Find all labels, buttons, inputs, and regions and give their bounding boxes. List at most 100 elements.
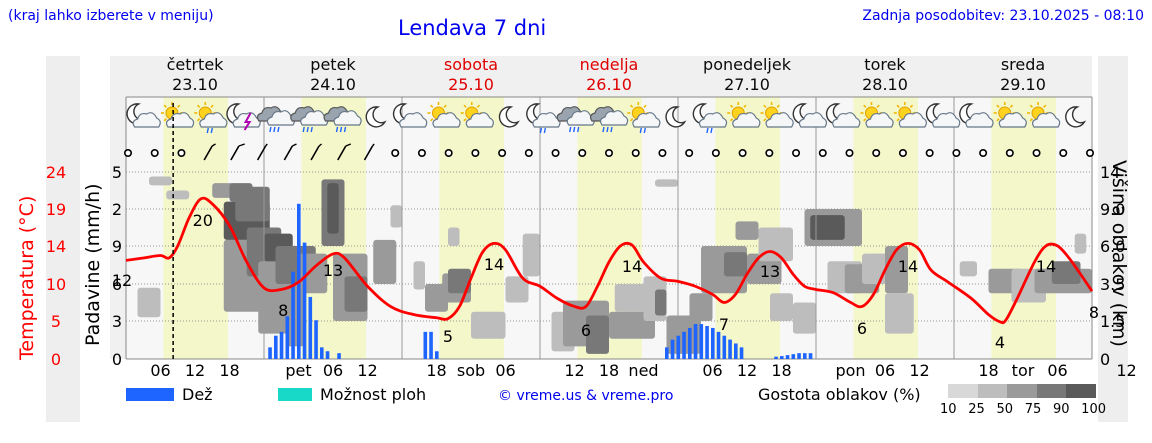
temperature-tick-label: 0 bbox=[51, 350, 61, 369]
sun-ray bbox=[196, 118, 201, 122]
x-tick-label: 12 bbox=[357, 361, 377, 380]
cloud-height-tick-label: 0 bbox=[1100, 350, 1110, 369]
wind-calm-icon bbox=[604, 149, 613, 158]
wind-barb-flag bbox=[292, 143, 297, 147]
cloud-shape bbox=[832, 112, 861, 128]
sun-ray bbox=[1043, 104, 1047, 108]
wind-calm-icon bbox=[711, 149, 720, 158]
cloud-cell bbox=[810, 215, 845, 240]
x-tick-label: pet bbox=[285, 361, 311, 380]
x-tick-label: 18 bbox=[426, 361, 446, 380]
temperature-line bbox=[125, 196, 1094, 325]
wind-barb-flag bbox=[371, 143, 375, 147]
x-tick-label: 12 bbox=[185, 361, 205, 380]
wind-calm-icon bbox=[818, 149, 827, 158]
rain-icon bbox=[256, 106, 296, 133]
sun-ray bbox=[1009, 104, 1014, 108]
wind-calm-icon bbox=[845, 149, 854, 158]
cloud-height-tick-label: 9.0 bbox=[1100, 200, 1125, 219]
rain-drop bbox=[539, 127, 543, 134]
sun-cloud-icon bbox=[760, 102, 794, 128]
cloud-scale-label: 25 bbox=[968, 402, 985, 417]
sun-ray bbox=[996, 104, 1000, 108]
wind-calm-icon bbox=[391, 149, 400, 158]
wind-calm-icon bbox=[1086, 149, 1095, 158]
temperature-tick-label: 5 bbox=[51, 312, 61, 331]
night-band bbox=[954, 97, 992, 359]
rain-bar bbox=[780, 356, 784, 359]
day-band bbox=[163, 97, 229, 359]
day-name: nedelja bbox=[580, 55, 639, 74]
cloud-cell bbox=[522, 233, 540, 277]
cloud-cell bbox=[586, 315, 609, 354]
rain-drop bbox=[335, 126, 339, 133]
sun-ray bbox=[996, 118, 1000, 122]
sun-ray bbox=[763, 104, 767, 108]
cloud-cell bbox=[287, 293, 305, 347]
cloud-cell bbox=[448, 227, 460, 246]
rain-bar bbox=[435, 351, 439, 359]
sun-ray bbox=[196, 104, 201, 108]
region-menu-link[interactable]: (kraj lahko izberete v meniju) bbox=[8, 8, 214, 24]
temperature-extreme-label: 12 bbox=[112, 271, 132, 290]
sun-cloud-icon bbox=[893, 102, 927, 128]
temperature-extreme-label: 5 bbox=[443, 327, 453, 346]
cloud-scale-label: 10 bbox=[940, 402, 957, 417]
sun-cloud-icon bbox=[1027, 102, 1061, 128]
rain-bar bbox=[279, 331, 284, 359]
temperature-tick-label: 24 bbox=[46, 163, 66, 182]
precipitation-tick-label: 9 bbox=[112, 237, 122, 256]
cloud-cell bbox=[614, 284, 650, 312]
cloud-cell bbox=[1051, 261, 1081, 284]
sun-ray bbox=[443, 104, 447, 108]
moon-cloud-icon bbox=[925, 103, 961, 128]
wind-calm-icon bbox=[658, 149, 667, 158]
cloud-height-tick-label: 1.5 bbox=[1100, 312, 1125, 331]
temperature-extreme-label: 6 bbox=[581, 321, 591, 340]
cloud-scale-75 bbox=[1036, 384, 1067, 398]
cloud-cell bbox=[149, 176, 172, 186]
rain-drop bbox=[602, 126, 605, 133]
cloud-shape bbox=[798, 112, 828, 128]
sun-ray bbox=[743, 104, 747, 108]
lightning-shape bbox=[243, 112, 252, 131]
day-name: sobota bbox=[444, 55, 498, 74]
rain-drop bbox=[606, 126, 609, 133]
copyright-link[interactable]: © vreme.us & vreme.pro bbox=[498, 388, 674, 404]
precipitation-tick-label: 0 bbox=[112, 350, 122, 369]
cloud-cell bbox=[689, 293, 713, 321]
rain-bar bbox=[774, 356, 778, 359]
x-tick-label: 12 bbox=[909, 361, 929, 380]
cloud-scale-50 bbox=[1007, 384, 1037, 398]
wind-calm-icon bbox=[898, 149, 907, 158]
rain-drop bbox=[310, 126, 313, 133]
rain-drop bbox=[610, 126, 613, 133]
sun-ray bbox=[896, 104, 900, 108]
rain-bar bbox=[693, 324, 698, 359]
rain-bar bbox=[274, 335, 278, 359]
cloud-cell bbox=[413, 261, 425, 290]
precipitation-tick-label: 6 bbox=[112, 275, 122, 294]
moon-rain-icon bbox=[526, 103, 561, 134]
sun-ray bbox=[430, 104, 434, 108]
sun-ray bbox=[463, 104, 467, 108]
rain-icon bbox=[290, 106, 329, 133]
rain-bar bbox=[734, 343, 738, 359]
x-tick-label: pon bbox=[835, 361, 865, 380]
night-band bbox=[366, 97, 402, 359]
day-date: 24.10 bbox=[310, 75, 356, 94]
night-band bbox=[504, 97, 540, 359]
moon-icon bbox=[498, 106, 520, 128]
left-panel bbox=[46, 56, 80, 422]
x-tick-label: 18 bbox=[219, 361, 239, 380]
wind-calm-icon bbox=[524, 149, 533, 158]
wind-barb-flag bbox=[238, 143, 245, 147]
cloud-shape bbox=[998, 112, 1027, 128]
night-band bbox=[918, 97, 954, 359]
sun-ray bbox=[163, 104, 167, 108]
moon-cloud-icon bbox=[825, 103, 861, 128]
temperature-extreme-label: 4 bbox=[995, 333, 1005, 352]
moon-storm-icon bbox=[226, 103, 261, 131]
cloud-height-tick-label: 14 bbox=[1100, 163, 1120, 182]
sun-ray bbox=[629, 104, 634, 108]
